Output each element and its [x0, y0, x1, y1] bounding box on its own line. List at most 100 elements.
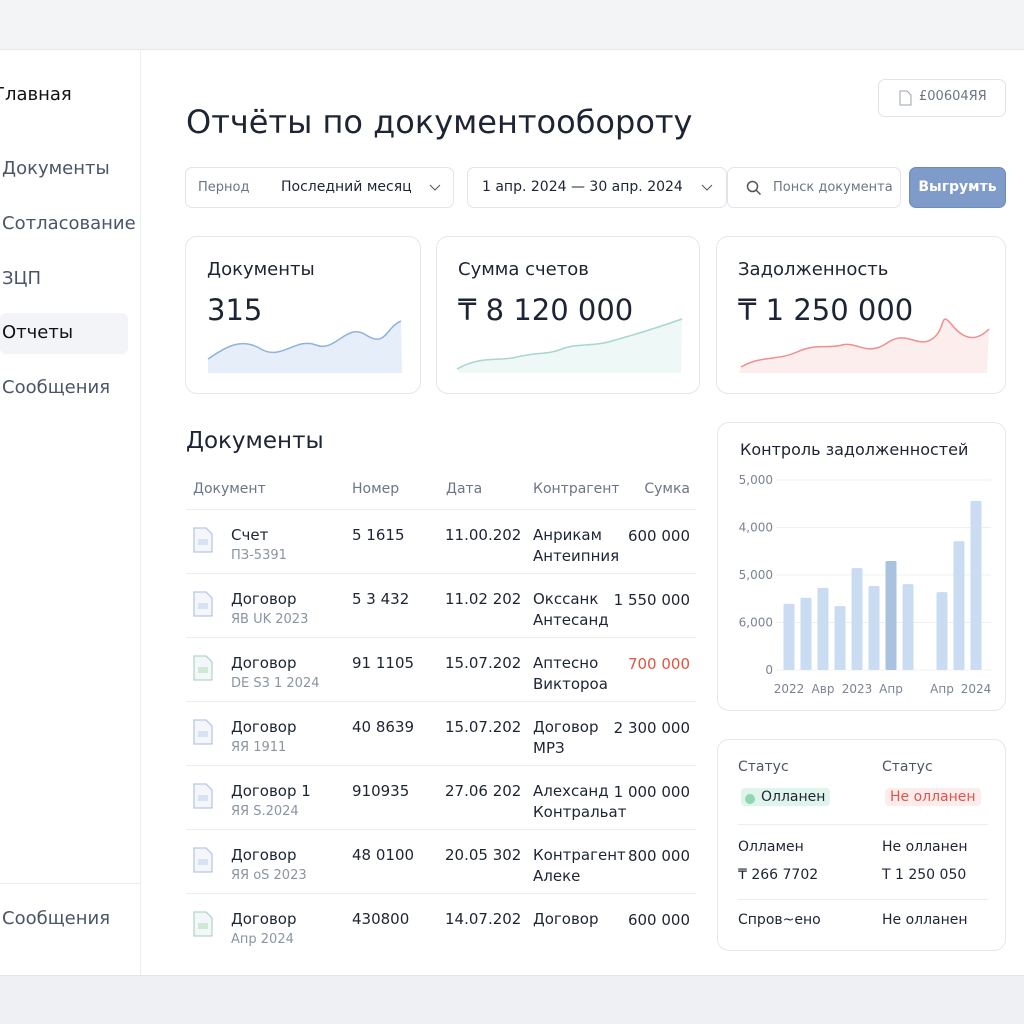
doc-name[interactable]: Договор	[231, 590, 297, 608]
doc-name[interactable]: Счет	[231, 526, 269, 544]
doc-code: DE S3 1 2024	[231, 676, 320, 691]
label: Пернод	[198, 180, 250, 195]
amount: 600 000	[627, 527, 690, 545]
chevron	[429, 184, 441, 191]
kpi-title: Задолженность	[738, 259, 889, 280]
doc-name[interactable]: Договор	[231, 910, 297, 928]
bar	[783, 603, 795, 670]
bar	[800, 597, 812, 670]
date: 11.00.202	[445, 526, 522, 544]
export-button[interactable]: Выгрумть	[909, 167, 1006, 208]
amount: 1 550 000	[613, 591, 690, 609]
number: 5 1615	[352, 526, 405, 544]
sparkline	[207, 320, 402, 373]
value: Последний месяц	[281, 179, 412, 195]
bar	[936, 592, 948, 670]
file-icon	[193, 847, 213, 873]
number: 91 1105	[352, 654, 415, 672]
x-tick-label: Апр	[879, 682, 903, 696]
row-divider	[186, 765, 696, 766]
sidebar-item[interactable]: Документы	[2, 158, 110, 179]
y-tick-label: 6,000	[739, 616, 773, 630]
date: 15.07.202	[445, 718, 522, 736]
column-header: Документ	[193, 481, 266, 497]
chart: Контроль задолженностей 0 6,000 5,000 4,000 5…	[739, 440, 992, 696]
sparkline	[739, 318, 990, 373]
doc-button[interactable]: £00604ЯЯ	[878, 79, 1006, 117]
sidebar-item[interactable]: Отчеты	[2, 322, 74, 343]
doc-name[interactable]: Договор	[231, 846, 297, 864]
doc-code: Апр 2024	[231, 932, 294, 947]
file-icon	[193, 719, 213, 745]
amount: 2 300 000	[613, 719, 690, 737]
sidebar-item[interactable]: ЗЦП	[2, 268, 42, 289]
sidebar-item[interactable]: Сообщения	[2, 377, 111, 398]
doc-button-label: £00604ЯЯ	[919, 89, 987, 104]
file-icon	[193, 591, 213, 617]
bar	[902, 584, 914, 670]
kpi-title: Документы	[207, 259, 315, 280]
divider	[738, 899, 988, 900]
counterparty: Контрагент Алеке	[533, 846, 626, 885]
file-icon	[193, 527, 213, 553]
y-tick-label: 5,000	[739, 568, 773, 582]
sidebar-item[interactable]: Главная	[0, 84, 72, 105]
placeholder: Понск документа	[773, 180, 893, 195]
column-header: Сумка	[644, 481, 690, 497]
row-divider	[186, 573, 696, 574]
status-cell: ₸ 266 7702	[738, 867, 819, 883]
chevron	[701, 184, 713, 191]
date: 14.07.202	[445, 910, 522, 928]
status-cell: Не олланен	[882, 912, 968, 928]
counterparty: Аптесно Викторoa	[533, 654, 608, 693]
doc-name[interactable]: Договор 1	[231, 782, 311, 800]
doc-name[interactable]: Договор	[231, 654, 297, 672]
x-tick-label: 2023	[842, 682, 873, 696]
column-header: Номер	[352, 481, 400, 497]
chart-card: Контроль задолженностей 0 6,000 5,000 4,000 5…	[717, 422, 1006, 711]
bottom-bar	[0, 975, 1024, 1024]
row-divider	[186, 509, 696, 510]
page-title: Отчёты по документообороту	[186, 103, 693, 141]
kpi-value: ₸ 8 120 000	[458, 293, 634, 327]
amount: 800 000	[627, 847, 690, 865]
counterparty: Анрикам Антеипния	[533, 526, 620, 565]
number: 430800	[352, 910, 410, 928]
date-select[interactable]: 1 апр. 2024 — 30 апр. 2024	[467, 167, 727, 208]
file-icon	[193, 655, 213, 681]
bar	[885, 560, 897, 670]
sidebar-border	[140, 50, 141, 975]
sidebar-item[interactable]: Сообщения	[2, 908, 111, 929]
status-header: Статус	[738, 759, 789, 775]
period-select[interactable]: Пернод Последний месяц	[185, 167, 454, 208]
number: 48 0100	[352, 846, 415, 864]
date: 11.02 202	[445, 590, 522, 608]
date: 15.07.202	[445, 654, 522, 672]
search-icon	[746, 180, 762, 196]
sidebar-item[interactable]: Сотласование	[2, 213, 136, 234]
divider	[0, 883, 140, 884]
kpi-card: Сумма счетов ₸ 8 120 000	[436, 236, 700, 394]
bar	[851, 568, 863, 670]
value: 1 апр. 2024 — 30 апр. 2024	[482, 179, 683, 195]
doc-name[interactable]: Договор	[231, 718, 297, 736]
doc-code: ЯЯ S.2024	[231, 804, 299, 819]
counterparty: Оксcанк Антесанд	[533, 590, 609, 629]
search[interactable]: Понск документа	[727, 167, 901, 208]
divider	[738, 824, 988, 825]
file-icon	[193, 783, 213, 809]
chart-title: Контроль задолженностей	[740, 440, 968, 459]
doc-code: ЯЯ 1911	[231, 740, 287, 755]
amount: 600 000	[627, 911, 690, 929]
doc-code: ПЗ-5391	[231, 548, 287, 563]
file-icon	[193, 911, 213, 937]
kpi-value: 315	[207, 293, 263, 327]
column-header: Контрагент	[533, 481, 620, 497]
table-title: Документы	[186, 428, 324, 454]
x-tick-label: 2022	[774, 682, 805, 696]
icon	[899, 90, 912, 106]
status-header: Статус	[882, 759, 933, 775]
y-tick-label: 5,000	[739, 473, 773, 487]
kpi-value: ₸ 1 250 000	[738, 293, 914, 327]
